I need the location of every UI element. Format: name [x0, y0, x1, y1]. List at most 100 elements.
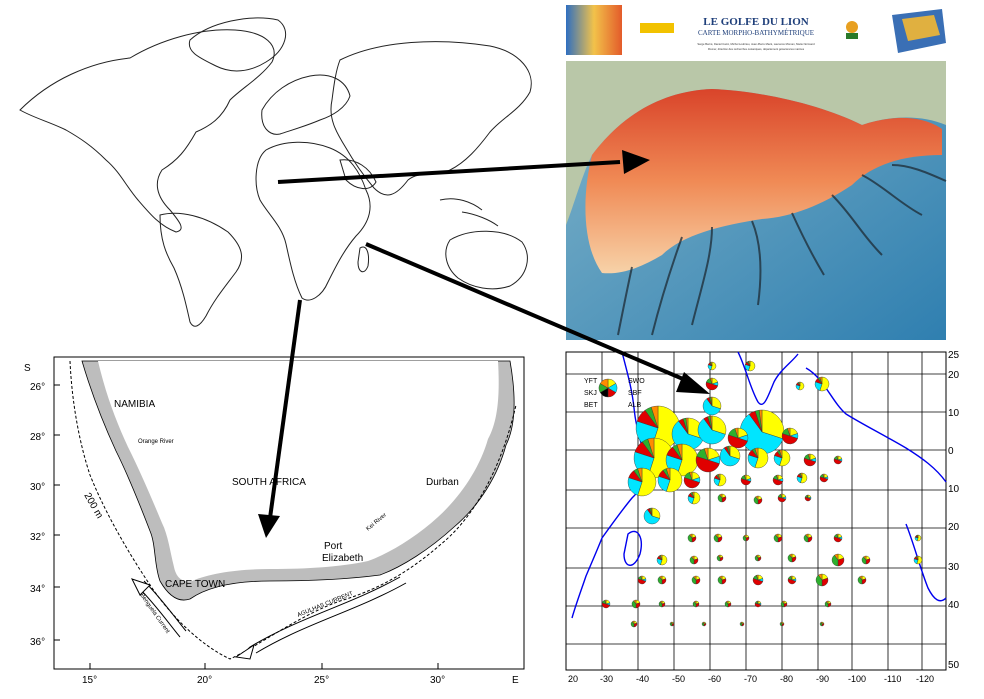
legend-pie: [598, 378, 618, 398]
catch-pie: [795, 381, 805, 391]
sa-tick-marks: [54, 384, 439, 669]
gulf-credits-1: Serge Berné, Daniel Carré, Michel Loubri…: [697, 42, 815, 46]
catch-pie: [705, 377, 719, 391]
sa-lat-s: S: [24, 363, 31, 374]
gulf-header-thumb-left: [566, 5, 622, 55]
catch-pie: [657, 575, 667, 585]
catch-pie: [804, 494, 812, 502]
agulhas-arrowhead: [234, 643, 255, 660]
sa-lat-26: 26°: [30, 382, 45, 393]
catch-pie: [717, 575, 727, 585]
catch-pie: [701, 621, 707, 627]
tuna-bottom-axis: 20 -30 -40 -50 -60 -70 -80 -90 -100 -110…: [568, 674, 934, 684]
label-namibia: NAMIBIA: [114, 399, 155, 410]
europe-outline: [261, 74, 351, 135]
sa-lat-labels: S 26° 28° 30° 32° 34° 36°: [24, 363, 45, 648]
sa-lat-34: 34°: [30, 584, 45, 595]
ry-20: 20: [948, 370, 960, 381]
catch-pie: [753, 495, 763, 505]
greenland-outline: [188, 17, 287, 72]
ry-10b: 10: [948, 484, 960, 495]
catch-pie: [787, 553, 797, 563]
catch-pie: [739, 621, 745, 627]
gulf-header-thumb-right-shelf: [902, 15, 940, 41]
bx-100: -100: [848, 674, 866, 684]
arrows-group: [258, 150, 710, 538]
catch-pie: [630, 620, 638, 628]
tuna-legend: YFT SKJ BET SWO SBF ALB: [584, 378, 645, 409]
gulf-logo-right: [846, 21, 858, 33]
catch-pie: [727, 427, 749, 449]
bx-70: -70: [744, 674, 757, 684]
tuna-catch-panel: YFT SKJ BET SWO SBF ALB 25 20 10 0 10 20…: [562, 348, 982, 694]
catch-pie: [671, 417, 705, 451]
catch-pie: [643, 507, 661, 525]
sa-lon-15: 15°: [82, 675, 97, 686]
catch-pie: [803, 453, 817, 467]
catch-pie: [803, 533, 813, 543]
gulf-logo-right-base: [846, 33, 858, 39]
catch-pie: [824, 600, 832, 608]
sa-lat-30: 30°: [30, 482, 45, 493]
legend-sbf: SBF: [628, 390, 642, 397]
catch-pie: [657, 467, 683, 493]
gulf-credits-2: Ifremer, direction des recherches océani…: [708, 47, 805, 51]
catch-pie: [656, 554, 668, 566]
catch-pie: [627, 467, 657, 497]
ry-40: 40: [948, 600, 960, 611]
catch-pie: [631, 599, 641, 609]
label-orange-river: Orange River: [138, 439, 174, 445]
catch-pie: [861, 555, 871, 565]
gulf-canyons: [617, 164, 947, 336]
legend-skj: SKJ: [584, 390, 597, 397]
sa-lon-labels: 15° 20° 25° 30° E: [82, 675, 519, 686]
africa-east-coast: [571, 351, 650, 619]
bx-30: -30: [600, 674, 613, 684]
catch-pie: [857, 575, 867, 585]
gulf-subtitle: CARTE MORPHO-BATHYMÉTRIQUE: [698, 29, 814, 37]
ry-50: 50: [948, 660, 960, 671]
catch-pie: [833, 455, 843, 465]
sa-lat-28: 28°: [30, 432, 45, 443]
catch-pie: [796, 472, 808, 484]
bx-90: -90: [816, 674, 829, 684]
label-port-elizabeth-2: Elizabeth: [322, 553, 363, 564]
arrowhead-south-africa: [258, 514, 280, 538]
bx-120: -120: [916, 674, 934, 684]
arrow-to-gulf-of-lion: [277, 160, 621, 184]
sa-200m-contour: [69, 360, 517, 660]
australia-outline: [445, 230, 528, 290]
arabia-outline: [339, 159, 377, 189]
label-port-elizabeth-1: Port: [324, 541, 343, 552]
bx-110: -110: [884, 674, 901, 684]
catch-pie: [702, 396, 722, 416]
catch-pie: [683, 471, 701, 489]
bx-50: -50: [672, 674, 685, 684]
catch-pie: [781, 427, 799, 445]
catch-pie: [719, 445, 741, 467]
sa-lon-25: 25°: [314, 675, 329, 686]
catch-pie: [819, 621, 825, 627]
catch-pie: [914, 534, 922, 542]
catch-pie: [691, 575, 701, 585]
catch-pie: [689, 555, 699, 565]
catch-pie: [754, 600, 762, 608]
catch-pie: [695, 447, 721, 473]
arrowhead-gulf-of-lion: [622, 150, 650, 174]
ry-30: 30: [948, 562, 960, 573]
sa-lon-e: E: [512, 675, 519, 686]
arrow-to-south-africa: [268, 299, 302, 519]
gulf-land: [566, 61, 946, 225]
gulf-of-lion-panel: LE GOLFE DU LION CARTE MORPHO-BATHYMÉTRI…: [562, 5, 950, 340]
sa-lat-36: 36°: [30, 637, 45, 648]
ry-10a: 10: [948, 408, 960, 419]
catch-pie: [637, 575, 647, 585]
tuna-pies: [601, 360, 923, 628]
legend-pie-glyph: [598, 378, 618, 398]
australia-coast: [905, 523, 947, 602]
catch-pie: [815, 573, 829, 587]
label-cape-town: CAPE TOWN: [165, 579, 225, 590]
sa-land-interior: [98, 361, 499, 582]
gulf-shelf: [585, 89, 942, 274]
bx-60: -60: [708, 674, 721, 684]
